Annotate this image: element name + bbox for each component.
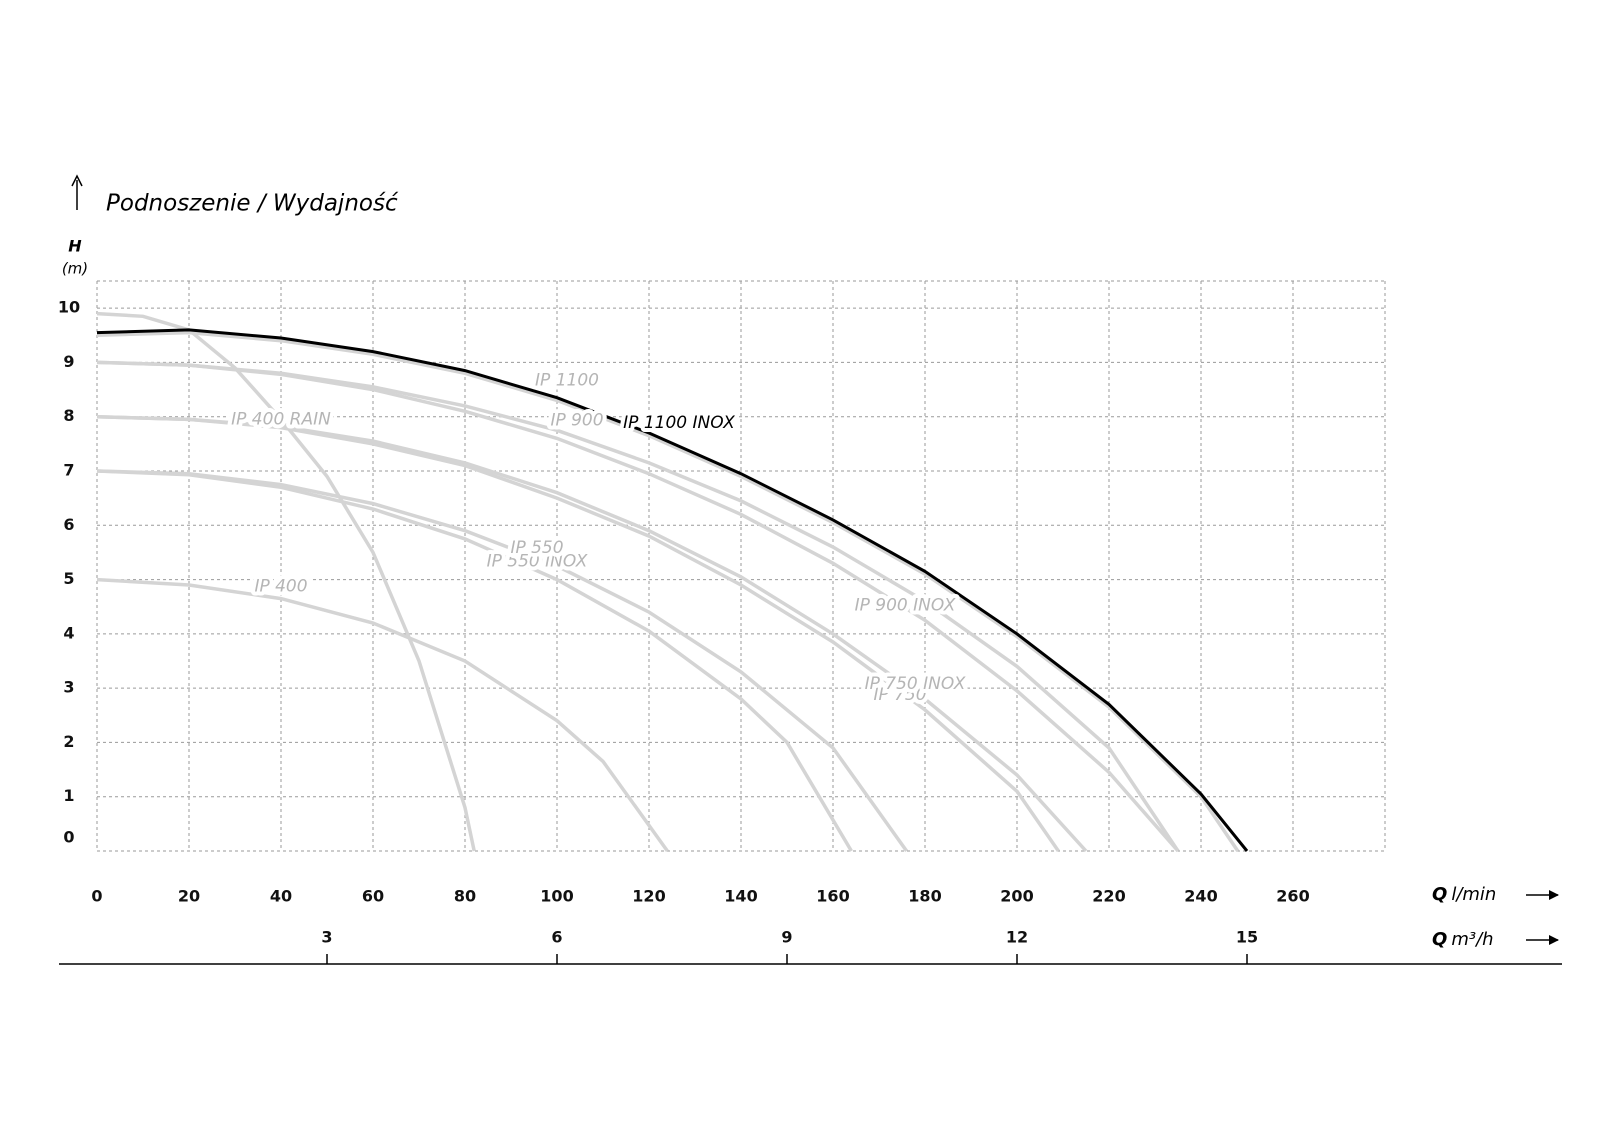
curve-label: IP 1100 INOX — [623, 413, 735, 433]
x2-tick-label: 9 — [781, 928, 792, 947]
curve-label: IP 550 INOX — [487, 552, 588, 572]
x-arrow-head — [1549, 890, 1559, 900]
grid — [96, 281, 1385, 852]
x-label-unit: l/min — [1451, 884, 1496, 905]
x2-tick-label: 3 — [321, 928, 332, 947]
y-tick-label: 7 — [63, 461, 74, 480]
x-tick-label: 0 — [91, 887, 102, 906]
x-tick-label: 140 — [724, 887, 757, 906]
y-tick-label: 9 — [63, 352, 74, 371]
y-tick-label: 2 — [63, 732, 74, 751]
x2-arrow-head — [1549, 935, 1559, 945]
y-label: H — [68, 237, 82, 256]
pump-curve — [96, 328, 1249, 852]
x2-label-unit: m³/h — [1451, 929, 1493, 950]
y-tick-label: 0 — [63, 828, 74, 847]
x-tick-label: 100 — [540, 887, 573, 906]
x-tick-label: 220 — [1092, 887, 1125, 906]
x-tick-label: 160 — [816, 887, 849, 906]
y-tick-label: 4 — [63, 623, 74, 642]
y-tick-label: 3 — [63, 678, 74, 697]
curve-label: IP 900 — [550, 410, 603, 430]
pump-curve — [96, 414, 1088, 853]
pump-curve — [96, 469, 909, 853]
curve-label: IP 750 INOX — [865, 674, 966, 694]
x-tick-label: 260 — [1276, 887, 1309, 906]
y-tick-label: 10 — [58, 298, 80, 317]
pump-curve — [96, 469, 853, 852]
pump-curve — [96, 360, 1180, 853]
x-tick-label: 120 — [632, 887, 665, 906]
y-tick-label: 8 — [63, 406, 74, 425]
y-unit: (m) — [62, 260, 88, 278]
x-tick-label: 240 — [1184, 887, 1217, 906]
curve-label: IP 550 — [510, 538, 563, 558]
x2-tick-label: 15 — [1236, 928, 1258, 947]
curve-label: IP 1100 — [535, 370, 599, 390]
curve-label: IP 400 RAIN — [231, 409, 331, 429]
y-arrow-head — [71, 174, 83, 187]
y-tick-label: 6 — [63, 515, 74, 534]
x-tick-label: 20 — [178, 887, 200, 906]
curve-label: IP 400 — [254, 577, 307, 597]
x2-tick-label: 12 — [1006, 928, 1028, 947]
chart-title: Podnoszenie / Wydajność — [106, 191, 399, 217]
y-tick-label: 1 — [63, 786, 74, 805]
y-tick-label: 5 — [63, 569, 74, 588]
x2-tick-label: 6 — [551, 928, 562, 947]
x-tick-label: 60 — [362, 887, 384, 906]
curve-label: IP 750 — [873, 685, 926, 705]
x-tick-label: 180 — [908, 887, 941, 906]
x-tick-label: 200 — [1000, 887, 1033, 906]
pump-curve — [96, 311, 476, 852]
x-label-symbol: Q — [1432, 884, 1447, 905]
x-tick-label: 80 — [454, 887, 476, 906]
pump-curve — [96, 330, 1240, 852]
curve-label: IP 900 INOX — [855, 595, 956, 615]
pump-curve — [96, 577, 669, 853]
x-tick-label: 40 — [270, 887, 292, 906]
x2-label-symbol: Q — [1432, 929, 1447, 950]
